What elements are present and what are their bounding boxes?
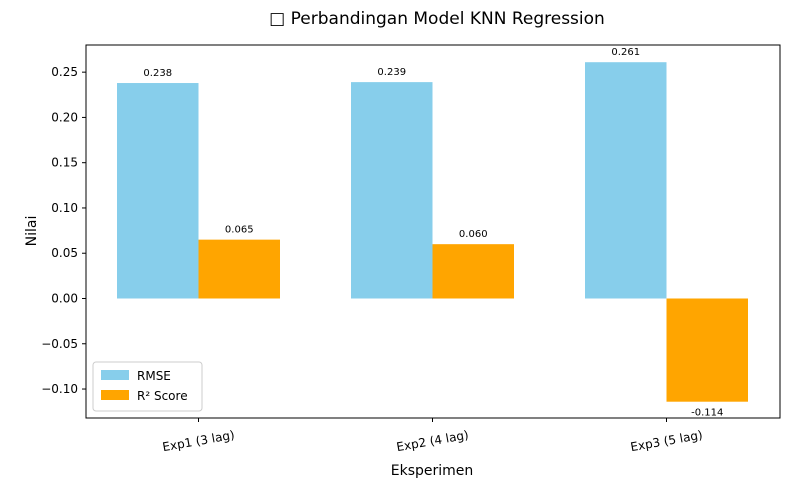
legend-label: R² Score <box>137 389 188 403</box>
bar-r-score-2 <box>432 244 514 299</box>
y-tick-label: 0.20 <box>51 110 78 124</box>
bar-rmse-1 <box>117 83 199 299</box>
x-axis: Exp1 (3 lag) Exp2 (4 lag) Exp3 (5 lag) <box>161 418 704 454</box>
y-axis: −0.10 −0.05 0.00 0.05 0.10 0.15 0.20 0.25 <box>41 65 86 396</box>
bar-r-score-1 <box>198 239 280 299</box>
y-tick-label: −0.05 <box>41 337 78 351</box>
legend-label: RMSE <box>137 369 171 383</box>
bar-r-score-3 <box>666 298 748 402</box>
plot-area <box>85 44 781 419</box>
chart-title: □ Perbandingan Model KNN Regression <box>269 9 605 29</box>
y-tick-label: 0.05 <box>51 246 78 260</box>
x-axis-title: Eksperimen <box>391 463 474 479</box>
data-label-r-score-3: -0.114 <box>691 408 723 419</box>
bar-rmse-3 <box>585 62 667 299</box>
legend: RMSE R² Score <box>92 361 203 412</box>
data-label-r-score-1: 0.065 <box>225 225 254 236</box>
data-label-rmse-3: 0.261 <box>611 47 640 58</box>
legend-swatch <box>101 390 129 400</box>
y-tick-label: 0.00 <box>51 291 78 305</box>
data-label-rmse-2: 0.239 <box>377 67 406 78</box>
y-axis-title: Nilai <box>24 216 40 247</box>
legend-swatch <box>101 370 129 380</box>
y-tick-label: 0.25 <box>51 65 78 79</box>
y-tick-label: 0.15 <box>51 156 78 170</box>
x-tick-label: Exp1 (3 lag) <box>161 428 235 454</box>
data-label-rmse-1: 0.238 <box>143 68 172 79</box>
y-tick-label: −0.10 <box>41 382 78 396</box>
bar-rmse-2 <box>351 82 433 299</box>
x-tick-label: Exp3 (5 lag) <box>629 428 703 454</box>
data-label-r-score-2: 0.060 <box>459 229 488 240</box>
y-tick-label: 0.10 <box>51 201 78 215</box>
x-tick-label: Exp2 (4 lag) <box>395 428 469 454</box>
data-labels: 0.238 0.065 0.239 0.060 0.261 -0.114 <box>143 47 723 419</box>
